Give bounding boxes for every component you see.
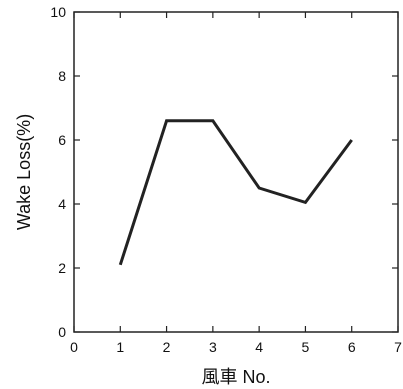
y-tick-label: 0 — [58, 324, 66, 340]
x-tick-label: 3 — [209, 339, 217, 355]
x-tick-label: 4 — [255, 339, 263, 355]
x-tick-label: 1 — [116, 339, 124, 355]
x-axis-tick-labels: 0 1 2 3 4 5 6 7 — [70, 339, 402, 355]
y-tick-label: 2 — [58, 260, 66, 276]
x-tick-label: 6 — [348, 339, 356, 355]
y-tick-label: 6 — [58, 132, 66, 148]
y-tick-label: 10 — [50, 4, 66, 20]
y-axis-tick-labels: 0 2 4 6 8 10 — [50, 4, 66, 340]
y-axis-label: Wake Loss(%) — [14, 114, 34, 230]
y-axis-ticks — [74, 11, 398, 333]
x-tick-label: 7 — [394, 339, 402, 355]
x-axis-ticks — [73, 12, 399, 332]
x-tick-label: 0 — [70, 339, 78, 355]
x-tick-label: 2 — [163, 339, 171, 355]
x-tick-label: 5 — [302, 339, 310, 355]
y-tick-label: 8 — [58, 68, 66, 84]
x-axis-label: 風車 No. — [201, 367, 270, 387]
series-layer — [118, 119, 353, 266]
y-tick-label: 4 — [58, 196, 66, 212]
plot-area-frame — [73, 11, 399, 333]
series-line-1 — [118, 119, 353, 266]
